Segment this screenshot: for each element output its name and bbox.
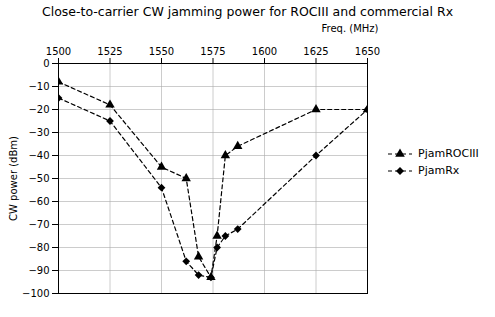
svg-text:−100: −100 <box>22 288 49 299</box>
svg-text:1525: 1525 <box>97 46 122 57</box>
svg-text:−60: −60 <box>28 196 49 207</box>
svg-text:Freq. (MHz): Freq. (MHz) <box>322 23 379 34</box>
svg-text:−10: −10 <box>28 81 49 92</box>
svg-text:−90: −90 <box>28 265 49 276</box>
svg-text:−20: −20 <box>28 104 49 115</box>
svg-text:−30: −30 <box>28 127 49 138</box>
svg-text:1500: 1500 <box>46 46 71 57</box>
svg-text:1600: 1600 <box>252 46 277 57</box>
svg-text:−80: −80 <box>28 242 49 253</box>
html-text:Close-to-carrier CW jamming po: Close-to-carrier CW jamming power for RO… <box>42 4 453 19</box>
svg-text:1650: 1650 <box>355 46 380 57</box>
svg-text:−40: −40 <box>28 150 49 161</box>
svg-text:0: 0 <box>43 58 49 69</box>
svg-text:1550: 1550 <box>149 46 174 57</box>
svg-text:−50: −50 <box>28 173 49 184</box>
svg-text:CW power (dBm): CW power (dBm) <box>8 136 19 221</box>
html-text:PjamROCIII: PjamROCIII <box>418 147 479 160</box>
svg-text:1625: 1625 <box>303 46 328 57</box>
svg-text:−70: −70 <box>28 219 49 230</box>
svg-text:1575: 1575 <box>200 46 225 57</box>
html-text:PjamRx: PjamRx <box>418 164 460 177</box>
